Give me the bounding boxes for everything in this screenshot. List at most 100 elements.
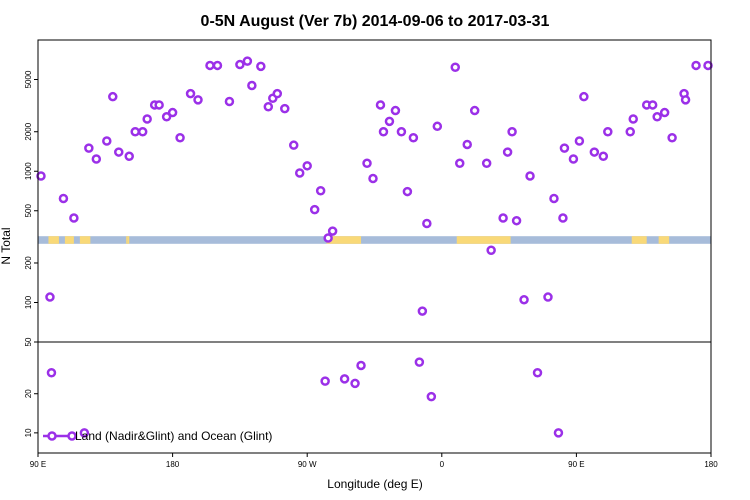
data-point [280,103,290,114]
data-point [511,215,522,226]
y-lower-tick-label: 20 [24,389,33,398]
data-point [402,186,413,197]
data-point [315,186,326,196]
x-tick-label: 0 [440,460,445,469]
data-point [309,204,320,215]
data-point [579,91,589,102]
ocean-band [38,236,711,244]
data-point [102,136,112,146]
data-point [327,226,338,236]
land-segment [326,236,362,244]
data-point [91,154,102,164]
data-point [235,59,245,70]
data-point [384,116,395,127]
y-lower-tick-label: 50 [24,337,33,346]
data-point [108,91,118,102]
legend-label: Land (Nadir&Glint) and Ocean (Glint) [75,429,272,443]
data-point [185,88,196,99]
land-segment [79,236,91,244]
data-point [142,114,152,124]
data-point [422,218,432,229]
data-point [454,158,465,169]
data-point [320,376,330,386]
data-point [137,126,148,137]
data-point [350,378,360,389]
data-points [36,56,713,438]
data-point [502,147,513,157]
data-point [46,368,57,378]
data-point [224,96,235,107]
data-point [375,100,386,110]
x-tick-label: 90 E [30,460,46,469]
data-point [362,158,372,169]
chart-title: 0-5N August (Ver 7b) 2014-09-06 to 2017-… [201,13,550,30]
y-axis-label: N Total [0,227,13,264]
land-segment [48,236,59,244]
data-point [462,139,472,150]
data-point [469,105,480,116]
data-point [193,95,203,105]
y-upper-tick-label: 1000 [24,162,33,180]
data-point [628,114,638,124]
data-point [212,60,223,71]
data-point [36,171,46,181]
data-point [558,213,568,223]
data-point [167,107,178,118]
data-point [652,112,662,122]
y-upper-tick-label: 5000 [24,70,33,88]
data-point [256,61,266,72]
data-point [519,294,529,305]
data-point [691,60,701,71]
data-point [680,95,691,105]
data-point [323,233,333,243]
data-point [161,112,172,122]
data-point [417,306,428,316]
y-upper-tick-label: 2000 [24,122,33,140]
x-axis-label: Longitude (deg E) [327,477,422,491]
data-point [79,428,90,438]
legend-marker [67,431,77,441]
data-point [625,126,635,137]
x-tick-label: 180 [166,460,180,469]
data-point [525,171,535,181]
surface-band [38,236,711,244]
x-tick-label: 90 W [298,460,317,469]
data-point [450,62,461,72]
y-lower-tick-label: 10 [24,428,33,437]
legend: Land (Nadir&Glint) and Ocean (Glint) [43,429,272,443]
data-point [667,132,677,143]
data-point [294,168,305,178]
data-point [242,56,253,66]
data-point [549,193,559,204]
data-point [481,158,492,169]
data-point [559,143,570,153]
y-upper-tick-label: 100 [24,295,33,309]
data-point [659,107,670,118]
data-point [339,374,350,384]
data-point [58,193,69,204]
data-point [84,143,94,153]
y-upper-tick-label: 200 [24,256,33,270]
data-point [114,147,124,157]
plot-frame [37,39,712,454]
land-segment [64,236,74,244]
data-point [486,245,496,256]
data-point [390,105,401,116]
land-segment [456,236,511,244]
y-upper-tick-label: 500 [24,204,33,218]
data-point [130,126,140,137]
land-segment [126,236,128,244]
land-segment [127,236,130,244]
data-point [498,213,508,223]
data-point [302,161,312,171]
data-point [553,428,564,438]
land-segment [658,236,670,244]
data-point [414,357,425,367]
data-point [356,360,366,371]
data-point [396,126,407,137]
data-point [272,88,283,99]
data-point [408,132,419,143]
y-axis-lower: 10 20 50 [24,337,38,437]
legend-marker [47,431,57,441]
